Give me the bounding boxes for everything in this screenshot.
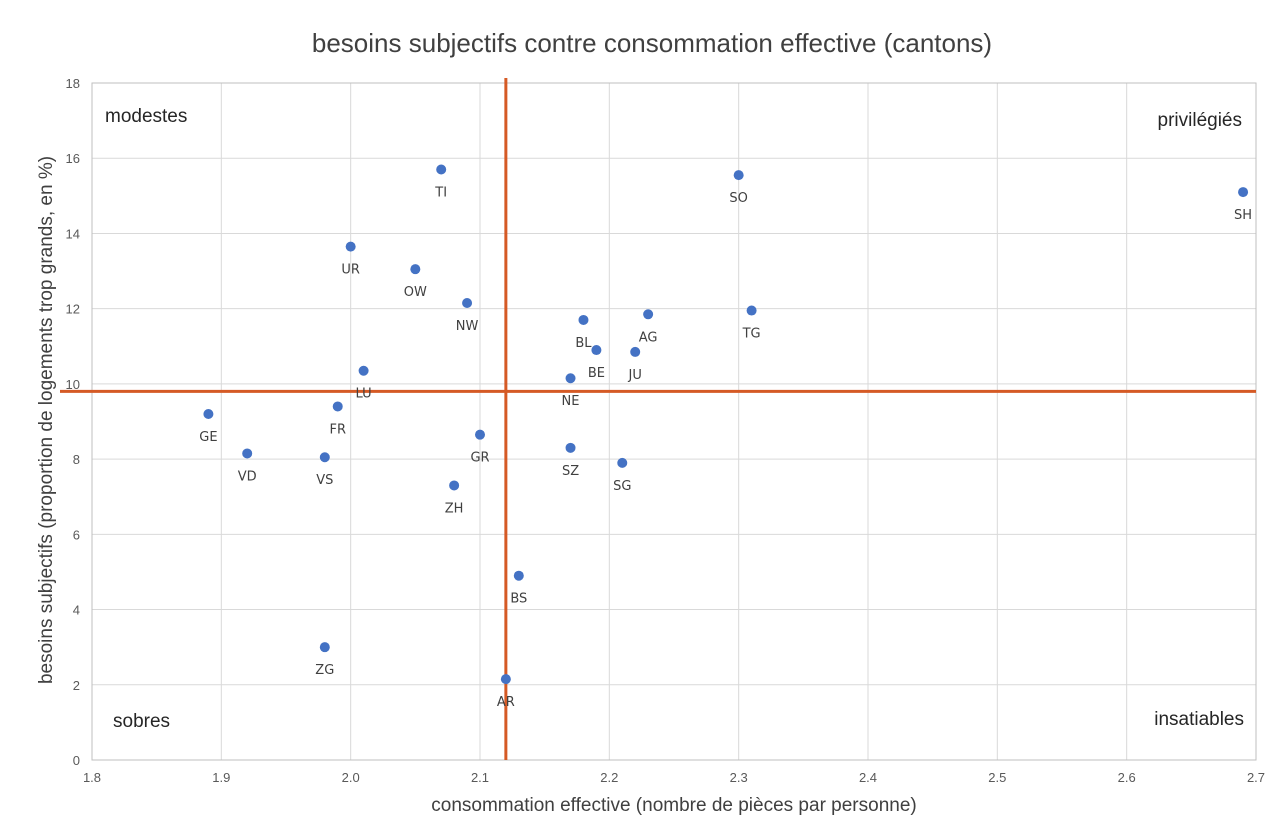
data-point-vd — [242, 448, 253, 459]
data-point-bl — [578, 314, 589, 325]
data-point-ur — [345, 241, 356, 252]
data-point-bs — [513, 570, 524, 581]
data-label-ju: JU — [628, 368, 642, 383]
data-label-ur: UR — [341, 263, 360, 278]
data-label-zg: ZG — [315, 663, 334, 678]
data-label-sg: SG — [613, 479, 631, 494]
chart-title: besoins subjectifs contre consommation e… — [312, 28, 992, 58]
quadrant-label-bottom-right: insatiables — [1154, 709, 1244, 730]
data-label-ge: GE — [199, 430, 217, 445]
y-tick-label: 4 — [73, 603, 80, 618]
data-point-so — [733, 170, 744, 181]
data-label-be: BE — [588, 366, 605, 381]
data-points: TI SO SH UR OW NW TG AG BL BE JU LU NE FR GE GR SZ VD VS SG… — [199, 164, 1252, 710]
data-point-ow — [410, 264, 421, 275]
data-point-sg — [617, 457, 628, 468]
data-point-ag — [643, 309, 654, 320]
plot-area — [91, 82, 1257, 761]
reference-lines — [60, 78, 1256, 760]
data-label-ne: NE — [562, 394, 580, 409]
quadrant-labels: modestes privilégiés sobres insatiables — [105, 106, 1244, 732]
grid-lines — [91, 82, 1257, 761]
data-point-ju — [630, 346, 641, 357]
data-label-ow: OW — [404, 285, 427, 300]
x-tick-label: 2.3 — [730, 770, 748, 785]
data-point-ar — [500, 674, 511, 685]
data-label-vs: VS — [316, 473, 333, 488]
data-label-ag: AG — [639, 330, 658, 345]
data-point-gr — [475, 429, 485, 440]
data-point-zh — [449, 480, 460, 491]
data-point-tg — [746, 305, 757, 316]
x-tick-label: 1.9 — [212, 770, 230, 785]
data-point-sz — [565, 442, 576, 453]
quadrant-label-top-left: modestes — [105, 106, 187, 127]
data-point-sh — [1238, 187, 1249, 198]
x-axis-label: consommation effective (nombre de pièces… — [431, 795, 916, 816]
data-label-sh: SH — [1234, 208, 1252, 223]
data-label-tg: TG — [742, 327, 761, 342]
data-point-ne — [565, 373, 576, 384]
data-label-ar: AR — [497, 695, 515, 710]
data-point-be — [591, 345, 602, 356]
y-tick-label: 2 — [73, 678, 80, 693]
data-point-ti — [436, 164, 447, 175]
y-axis-label: besoins subjectifs (proportion de logeme… — [36, 156, 57, 684]
axis-ticks: 1.8 1.9 2.0 2.1 2.2 2.3 2.4 2.5 2.6 2.7 0 2 4 6 8 10 12 1… — [66, 76, 1266, 785]
data-label-fr: FR — [329, 422, 346, 437]
y-tick-label: 0 — [73, 753, 80, 768]
x-tick-label: 2.0 — [342, 770, 360, 785]
data-point-nw — [462, 298, 473, 309]
data-label-ti: TI — [434, 186, 447, 201]
quadrant-label-bottom-left: sobres — [113, 711, 170, 732]
data-label-nw: NW — [456, 319, 479, 334]
data-label-lu: LU — [356, 387, 372, 402]
y-tick-label: 14 — [66, 226, 80, 241]
x-tick-label: 2.5 — [988, 770, 1006, 785]
data-point-zg — [319, 642, 330, 653]
data-point-ge — [203, 408, 214, 419]
y-tick-label: 12 — [66, 302, 80, 317]
data-label-so: SO — [729, 191, 747, 206]
y-tick-label: 6 — [73, 527, 80, 542]
data-point-vs — [319, 452, 330, 463]
data-label-gr: GR — [470, 451, 489, 466]
x-tick-label: 2.2 — [600, 770, 618, 785]
data-label-sz: SZ — [562, 464, 579, 479]
data-point-fr — [332, 401, 343, 412]
y-tick-label: 18 — [66, 76, 80, 91]
y-tick-label: 8 — [73, 452, 80, 467]
data-point-lu — [358, 365, 369, 376]
x-tick-label: 2.4 — [859, 770, 877, 785]
x-tick-label: 2.6 — [1118, 770, 1136, 785]
data-label-vd: VD — [238, 469, 257, 484]
quadrant-label-top-right: privilégiés — [1158, 110, 1242, 131]
x-tick-label: 2.1 — [471, 770, 489, 785]
data-label-bl: BL — [575, 336, 592, 351]
y-tick-label: 16 — [66, 151, 80, 166]
y-tick-label: 10 — [66, 377, 80, 392]
data-label-bs: BS — [510, 592, 527, 607]
data-label-zh: ZH — [445, 501, 464, 516]
x-tick-label: 2.7 — [1247, 770, 1265, 785]
x-tick-label: 1.8 — [83, 770, 101, 785]
